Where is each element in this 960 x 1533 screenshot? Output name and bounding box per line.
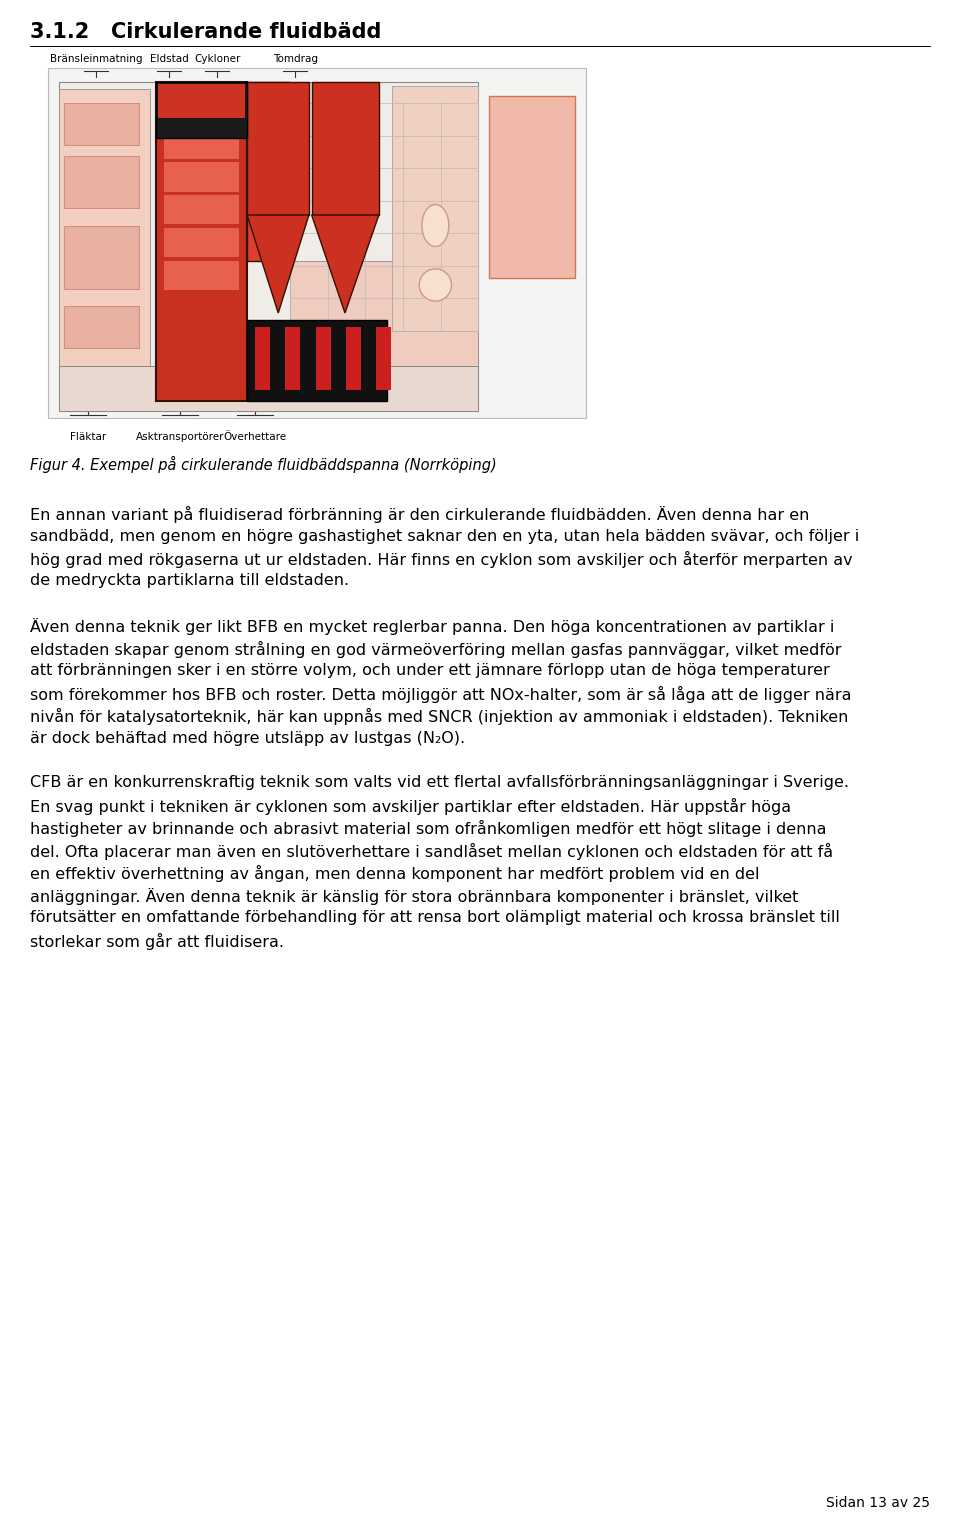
Text: en effektiv överhettning av ångan, men denna komponent har medfört problem vid e: en effektiv överhettning av ångan, men d… — [30, 865, 759, 881]
Text: Fläktar: Fläktar — [70, 432, 107, 442]
Text: sandbädd, men genom en högre gashastighet saknar den en yta, utan hela bädden sv: sandbädd, men genom en högre gashastighe… — [30, 529, 859, 544]
Bar — [163, 227, 239, 258]
Text: Även denna teknik ger likt BFB en mycket reglerbar panna. Den höga koncentration: Även denna teknik ger likt BFB en mycket… — [30, 618, 834, 635]
Text: storlekar som går att fluidisera.: storlekar som går att fluidisera. — [30, 932, 284, 949]
Text: är dock behäftad med högre utsläpp av lustgas (N₂O).: är dock behäftad med högre utsläpp av lu… — [30, 731, 466, 745]
Text: Cykloner: Cykloner — [194, 54, 241, 64]
Bar — [163, 162, 239, 192]
Bar — [156, 81, 247, 138]
Bar — [64, 307, 139, 348]
Text: Sidan 13 av 25: Sidan 13 av 25 — [826, 1496, 930, 1510]
Text: de medryckta partiklarna till eldstaden.: de medryckta partiklarna till eldstaden. — [30, 573, 349, 589]
Bar — [156, 81, 247, 400]
Bar — [285, 327, 300, 389]
Text: att förbränningen sker i en större volym, och under ett jämnare förlopp utan de : att förbränningen sker i en större volym… — [30, 662, 829, 678]
Text: Bränsleinmatning: Bränsleinmatning — [50, 54, 143, 64]
Text: som förekommer hos BFB och roster. Detta möjliggör att NOx-halter, som är så låg: som förekommer hos BFB och roster. Detta… — [30, 685, 852, 702]
Bar — [247, 320, 387, 400]
Bar — [290, 261, 478, 365]
Bar — [59, 89, 150, 400]
Bar — [312, 81, 379, 215]
Bar — [59, 365, 478, 411]
Text: Asktransportörer: Asktransportörer — [135, 432, 224, 442]
Bar — [64, 103, 139, 146]
Text: Överhettare: Överhettare — [224, 432, 287, 442]
Bar — [247, 81, 290, 261]
Text: hastigheter av brinnande och abrasivt material som ofrånkomligen medför ett högt: hastigheter av brinnande och abrasivt ma… — [30, 820, 827, 837]
Text: En annan variant på fluidiserad förbränning är den cirkulerande fluidbädden. Äve: En annan variant på fluidiserad förbränn… — [30, 506, 809, 523]
Text: anläggningar. Även denna teknik är känslig för stora obrännbara komponenter i br: anläggningar. Även denna teknik är känsl… — [30, 888, 799, 904]
Bar — [393, 86, 478, 331]
Bar — [163, 129, 239, 158]
Bar — [316, 327, 330, 389]
Bar — [247, 81, 309, 215]
Text: CFB är en konkurrenskraftig teknik som valts vid ett flertal avfallsförbrännings: CFB är en konkurrenskraftig teknik som v… — [30, 776, 849, 789]
Bar — [163, 261, 239, 290]
Bar — [346, 327, 361, 389]
Text: Figur 4. Exempel på cirkulerande fluidbäddspanna (Norrköping): Figur 4. Exempel på cirkulerande fluidbä… — [30, 455, 496, 474]
Bar — [163, 97, 239, 126]
Bar — [255, 327, 270, 389]
Bar — [163, 195, 239, 224]
Polygon shape — [312, 215, 379, 313]
Bar — [64, 225, 139, 288]
Text: förutsätter en omfattande förbehandling för att rensa bort olämpligt material oc: förutsätter en omfattande förbehandling … — [30, 911, 840, 924]
Text: eldstaden skapar genom strålning en god värmeöverföring mellan gasfas pannväggar: eldstaden skapar genom strålning en god … — [30, 641, 842, 658]
Text: del. Ofta placerar man även en slutöverhettare i sandlåset mellan cyklonen och e: del. Ofta placerar man även en slutöverh… — [30, 843, 833, 860]
Bar — [376, 327, 392, 389]
Bar — [64, 155, 139, 208]
Bar — [59, 81, 478, 411]
Text: En svag punkt i tekniken är cyklonen som avskiljer partiklar efter eldstaden. Hä: En svag punkt i tekniken är cyklonen som… — [30, 797, 791, 814]
Text: hög grad med rökgaserna ut ur eldstaden. Här finns en cyklon som avskiljer och å: hög grad med rökgaserna ut ur eldstaden.… — [30, 550, 852, 569]
Bar — [157, 84, 245, 118]
Text: Eldstad: Eldstad — [150, 54, 188, 64]
Text: Tomdrag: Tomdrag — [273, 54, 318, 64]
Ellipse shape — [421, 204, 449, 247]
Text: nivån för katalysatorteknik, här kan uppnås med SNCR (injektion av ammoniak i el: nivån för katalysatorteknik, här kan upp… — [30, 708, 849, 725]
Polygon shape — [247, 215, 309, 313]
Circle shape — [420, 268, 451, 300]
Text: 3.1.2   Cirkulerande fluidbädd: 3.1.2 Cirkulerande fluidbädd — [30, 21, 381, 41]
Bar — [490, 97, 575, 277]
Bar — [48, 67, 586, 419]
